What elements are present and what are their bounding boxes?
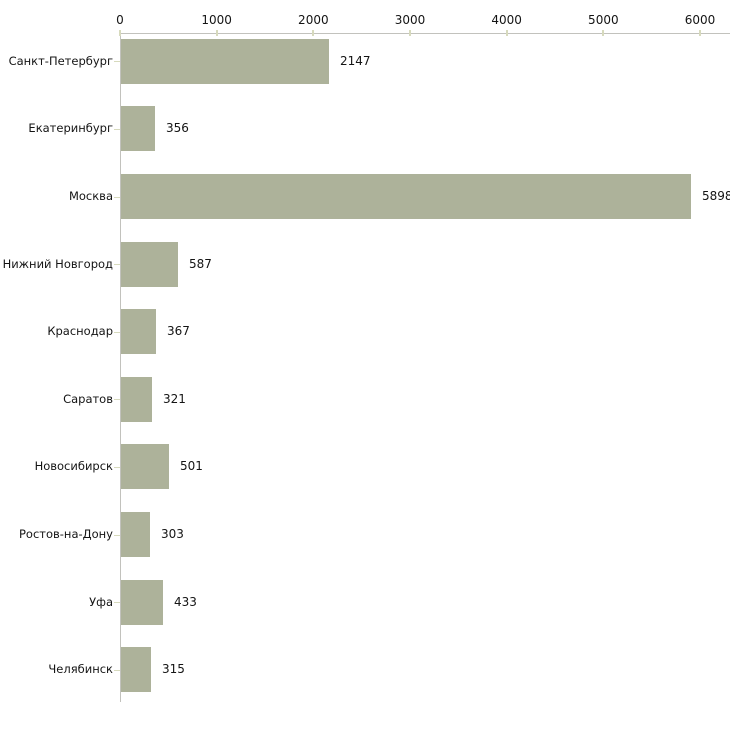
category-tick <box>114 534 120 536</box>
category-label: Москва <box>68 189 113 203</box>
category-tick <box>114 196 120 198</box>
bar <box>121 241 178 287</box>
category-tick <box>114 128 120 130</box>
y-axis-line <box>120 33 121 702</box>
value-label: 356 <box>166 121 189 136</box>
value-label: 501 <box>180 459 203 474</box>
category-label: Санкт-Петербург <box>8 53 113 68</box>
x-axis-tick <box>119 30 121 36</box>
category-tick <box>114 61 120 63</box>
value-label: 5898 <box>702 189 730 203</box>
value-label: 587 <box>189 256 212 271</box>
x-axis-tick-label: 2000 <box>298 13 329 27</box>
value-label: 315 <box>162 662 185 677</box>
x-axis-tick <box>602 30 605 36</box>
bar <box>121 38 329 84</box>
category-label: Нижний Новгород <box>2 256 113 271</box>
x-axis-tick-label: 1000 <box>201 13 232 27</box>
category-label: Екатеринбург <box>28 121 113 136</box>
category-tick <box>114 466 120 468</box>
category-label: Новосибирск <box>34 459 113 474</box>
category-label: Уфа <box>89 594 113 609</box>
value-label: 2147 <box>340 53 371 68</box>
bar <box>121 309 156 355</box>
bar <box>121 174 691 219</box>
value-label: 321 <box>163 391 186 406</box>
bar <box>121 376 152 422</box>
x-axis-tick <box>215 30 218 36</box>
x-axis-tick-label: 6000 <box>684 13 716 27</box>
category-label: Ростов-на-Дону <box>18 527 113 541</box>
category-label: Краснодар <box>47 324 113 339</box>
bar <box>121 579 163 625</box>
value-label: 303 <box>161 527 184 541</box>
category-label: Саратов <box>63 391 113 406</box>
category-tick <box>114 669 120 671</box>
category-tick <box>114 602 120 604</box>
bar <box>121 106 155 152</box>
x-axis-tick <box>699 30 701 36</box>
value-label: 433 <box>174 594 197 609</box>
bar <box>121 512 150 557</box>
category-label: Челябинск <box>48 662 113 677</box>
x-axis-tick-label: 5000 <box>588 13 619 27</box>
category-tick <box>114 331 120 333</box>
x-axis-tick-label: 4000 <box>491 13 522 27</box>
x-axis-tick <box>505 30 508 36</box>
x-axis-tick <box>409 30 411 36</box>
value-label: 367 <box>167 324 190 339</box>
x-axis-line <box>120 33 730 34</box>
x-axis-tick-label: 3000 <box>394 13 426 27</box>
category-tick <box>114 264 120 266</box>
category-tick <box>114 399 120 401</box>
x-axis-tick <box>312 30 315 36</box>
bar <box>121 647 151 693</box>
bar <box>121 444 169 490</box>
x-axis-tick-label: 0 <box>116 13 124 27</box>
